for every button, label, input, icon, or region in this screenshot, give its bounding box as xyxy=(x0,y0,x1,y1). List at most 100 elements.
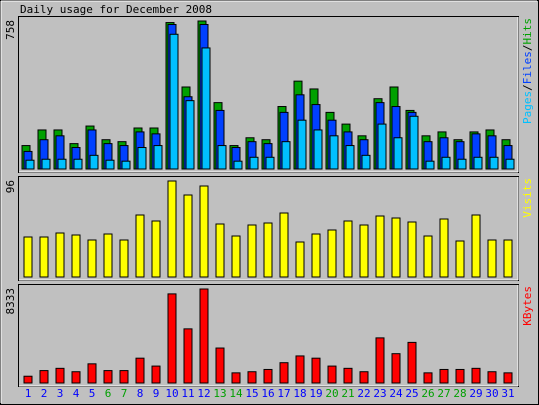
bar xyxy=(409,115,419,170)
x-tick-label: 23 xyxy=(373,387,386,400)
legend-separator: / xyxy=(521,84,534,91)
bar xyxy=(23,375,33,384)
bar xyxy=(393,137,403,170)
bar xyxy=(23,236,33,278)
bar xyxy=(183,194,193,278)
bar xyxy=(217,145,227,170)
bar xyxy=(121,160,131,170)
bar xyxy=(167,293,177,384)
bar xyxy=(87,239,97,278)
x-tick-label: 2 xyxy=(41,387,48,400)
bar xyxy=(343,367,353,384)
bar xyxy=(247,224,257,278)
bar xyxy=(119,370,129,384)
x-tick-label: 20 xyxy=(325,387,338,400)
x-tick-label: 10 xyxy=(165,387,178,400)
bar xyxy=(391,353,401,384)
bar xyxy=(439,218,449,278)
bar xyxy=(153,145,163,170)
bar xyxy=(295,355,305,384)
bar xyxy=(457,158,467,170)
bar xyxy=(311,233,321,278)
x-tick-label: 17 xyxy=(277,387,290,400)
bar xyxy=(423,235,433,278)
x-tick-label: 22 xyxy=(357,387,370,400)
bar xyxy=(359,371,369,384)
bar xyxy=(359,224,369,278)
bar xyxy=(183,328,193,384)
bar xyxy=(265,156,275,170)
x-tick-label: 11 xyxy=(181,387,194,400)
bar xyxy=(215,347,225,384)
bar xyxy=(327,365,337,384)
bar xyxy=(407,221,417,278)
bar xyxy=(263,222,273,278)
bar xyxy=(487,371,497,384)
bar xyxy=(439,368,449,384)
x-tick-label: 9 xyxy=(153,387,160,400)
bar xyxy=(39,370,49,384)
legend-separator: / xyxy=(521,45,534,52)
bar xyxy=(39,236,49,278)
bar xyxy=(215,223,225,278)
legend: Pages/Files/Hits xyxy=(521,18,534,124)
x-tick-label: 6 xyxy=(105,387,112,400)
bar xyxy=(57,158,67,170)
x-tick-label: 1 xyxy=(25,387,32,400)
bar xyxy=(441,156,451,170)
bar xyxy=(263,368,273,384)
bar xyxy=(313,129,323,170)
bar xyxy=(375,337,385,384)
x-tick-label: 16 xyxy=(261,387,274,400)
bar xyxy=(505,158,515,170)
x-tick-label: 21 xyxy=(341,387,354,400)
x-tick-label: 19 xyxy=(309,387,322,400)
x-tick-label: 3 xyxy=(57,387,64,400)
bar xyxy=(279,212,289,278)
bar xyxy=(281,141,291,170)
bar xyxy=(105,159,115,170)
x-tick-label: 27 xyxy=(437,387,450,400)
bar xyxy=(73,158,83,170)
bar xyxy=(471,367,481,384)
legend: KBytes xyxy=(521,286,534,326)
bar xyxy=(327,229,337,278)
bar xyxy=(87,363,97,384)
bar xyxy=(489,156,499,170)
bar xyxy=(249,156,259,170)
y-max-label: 758 xyxy=(4,20,17,40)
bar xyxy=(135,214,145,278)
bar xyxy=(295,241,305,278)
x-tick-label: 12 xyxy=(197,387,210,400)
x-tick-label: 29 xyxy=(469,387,482,400)
bar xyxy=(137,147,147,170)
bar xyxy=(55,367,65,384)
legend-entry: Pages xyxy=(521,91,534,124)
bar xyxy=(361,154,371,170)
bar xyxy=(455,240,465,278)
graph-title: Daily usage for December 2008 xyxy=(20,3,212,16)
bar xyxy=(185,100,195,170)
bar xyxy=(135,357,145,384)
bar xyxy=(231,235,241,278)
bar xyxy=(391,217,401,278)
bar xyxy=(103,370,113,384)
bar xyxy=(199,185,209,278)
bar xyxy=(377,123,387,170)
bar xyxy=(151,220,161,278)
x-tick-label: 24 xyxy=(389,387,403,400)
bar xyxy=(119,239,129,278)
x-tick-label: 28 xyxy=(453,387,466,400)
bar xyxy=(167,180,177,278)
bar xyxy=(375,215,385,278)
bar xyxy=(473,156,483,170)
bar xyxy=(71,371,81,384)
bar xyxy=(71,234,81,278)
y-max-label: 96 xyxy=(4,180,17,193)
x-tick-label: 13 xyxy=(213,387,226,400)
x-tick-label: 7 xyxy=(121,387,128,400)
x-tick-label: 8 xyxy=(137,387,144,400)
x-tick-label: 18 xyxy=(293,387,306,400)
bar xyxy=(503,372,513,384)
